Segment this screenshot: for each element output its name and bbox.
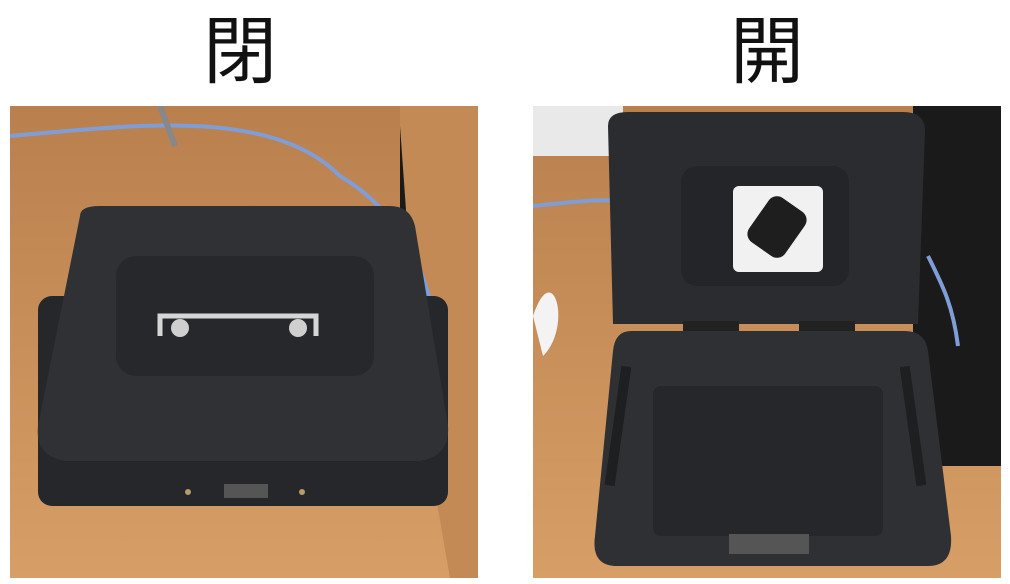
- closed-box-photo: [10, 106, 478, 578]
- cable-clip: [157, 106, 178, 148]
- open-box-photo: [533, 106, 1001, 578]
- closed-box-image: [10, 106, 478, 578]
- combination-lock: [729, 534, 809, 554]
- handle-pivot-left: [171, 319, 189, 337]
- open-box-image: [533, 106, 1001, 578]
- box-interior: [653, 386, 883, 536]
- combination-lock: [224, 484, 268, 498]
- handle-pivot-right: [289, 319, 307, 337]
- key: [747, 196, 807, 258]
- closed-caption: 閉: [203, 9, 277, 95]
- open-caption: 開: [730, 9, 804, 95]
- white-object: [533, 292, 559, 356]
- keyboard: [533, 106, 623, 156]
- handle: [157, 313, 319, 336]
